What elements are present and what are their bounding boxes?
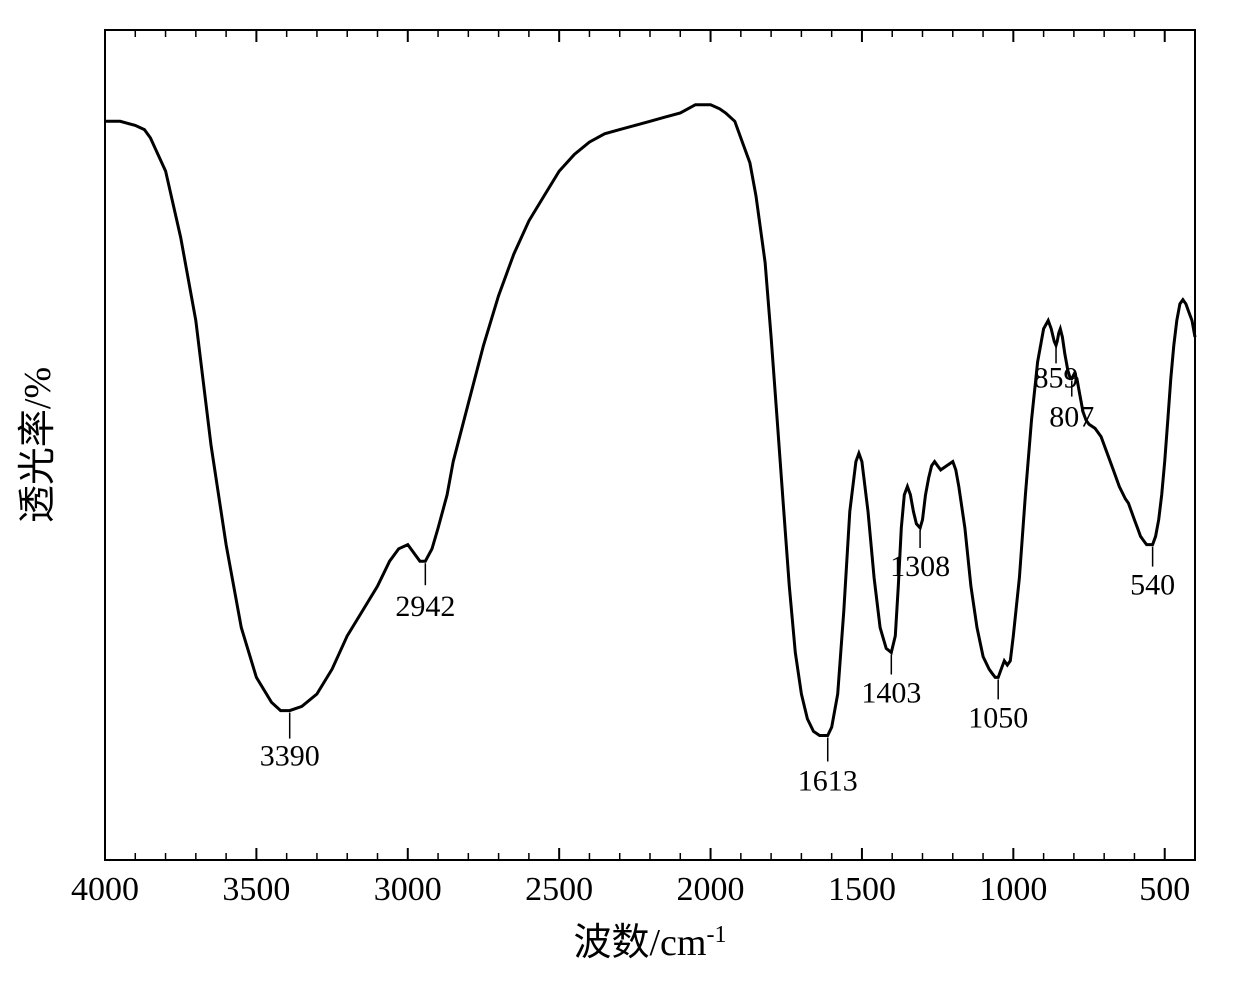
x-tick-label: 1500 [828, 871, 896, 908]
x-tick-label: 2500 [525, 871, 593, 908]
spectrum-trace [105, 105, 1195, 736]
x-tick-label: 2000 [677, 871, 745, 908]
x-tick-label: 3500 [222, 871, 290, 908]
x-tick-label: 1000 [979, 871, 1047, 908]
chart-svg: 4000 3500 3000 2500 2000 1500 1000 500 3390 2942… [0, 0, 1240, 992]
peak-label: 3390 [260, 740, 320, 773]
peak-label: 1308 [890, 550, 950, 583]
ir-spectrum-chart: 4000 3500 3000 2500 2000 1500 1000 500 3390 2942… [0, 0, 1240, 992]
peak-label: 1050 [968, 701, 1028, 734]
x-tick-label: 3000 [374, 871, 442, 908]
peak-label: 807 [1049, 401, 1094, 434]
peak-label: 540 [1130, 569, 1175, 602]
x-axis-label: 波数/cm-1 [574, 922, 727, 964]
peak-label: 1613 [798, 765, 858, 798]
x-tick-label: 500 [1139, 871, 1190, 908]
peak-label: 1403 [861, 677, 921, 710]
x-tick-label: 4000 [71, 871, 139, 908]
peak-label: 2942 [395, 590, 455, 623]
y-axis-label: 透光率/% [17, 367, 59, 523]
